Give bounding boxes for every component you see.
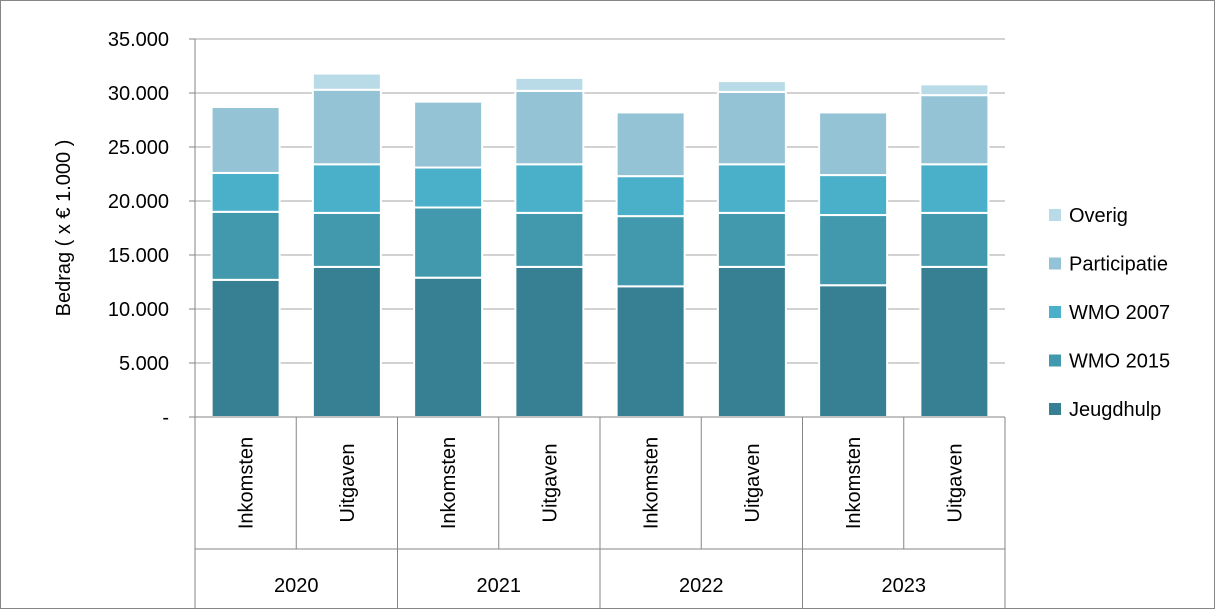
bar-segment: [514, 89, 585, 166]
x-category-label: Inkomsten: [438, 437, 460, 529]
bar-segment: [615, 215, 686, 288]
legend-label: Overig: [1069, 205, 1128, 227]
legend-label: WMO 2015: [1069, 351, 1170, 373]
bar-segment: [615, 285, 686, 418]
y-axis-label: Bedrag ( x € 1.000 ): [53, 140, 75, 317]
bar-segment: [615, 175, 686, 218]
y-tick-label: -: [162, 407, 169, 429]
bar-segment: [413, 206, 484, 279]
bar-segment: [311, 211, 382, 268]
x-group-label: 2022: [679, 575, 724, 597]
legend-swatch: [1049, 209, 1061, 221]
x-category-label: Uitgaven: [337, 444, 359, 523]
bar-segment: [716, 80, 787, 93]
x-group-label: 2020: [274, 575, 319, 597]
bar-segment: [919, 83, 990, 97]
legend-label: WMO 2007: [1069, 302, 1170, 324]
bar-segment: [716, 90, 787, 166]
x-group-label: 2023: [882, 575, 927, 597]
bar-segment: [716, 211, 787, 268]
legend-swatch: [1049, 354, 1061, 367]
bar-segment: [818, 174, 889, 217]
bar-segment: [311, 265, 382, 418]
x-group-label: 2021: [477, 575, 522, 597]
bar-segment: [210, 106, 281, 174]
bar-segment: [615, 111, 686, 178]
bar-stacks: [210, 72, 990, 418]
bar-segment: [210, 171, 281, 213]
legend: Overig Participatie WMO 2007 WMO 2015 Jeugdh…: [1049, 205, 1170, 421]
y-tick-label: 35.000: [108, 29, 169, 51]
legend-swatch: [1049, 403, 1061, 415]
y-tick-label: 5.000: [119, 353, 169, 375]
x-category-label: Uitgaven: [742, 444, 764, 523]
bar-segment: [716, 163, 787, 214]
bar-segment: [919, 94, 990, 166]
legend-label: Participatie: [1069, 254, 1168, 276]
legend-label: Jeugdhulp: [1069, 399, 1161, 421]
bar-segment: [413, 100, 484, 169]
y-tick-label: 20.000: [108, 191, 169, 213]
y-tick-label: 30.000: [108, 83, 169, 105]
bar-segment: [210, 278, 281, 418]
bar-segment: [514, 76, 585, 92]
x-category-labels: Inkomsten Uitgaven Inkomsten Uitgaven Inkoms…: [236, 437, 967, 597]
x-category-label: Uitgaven: [944, 444, 966, 523]
x-category-label: Inkomsten: [641, 437, 663, 529]
bar-segment: [818, 111, 889, 177]
x-category-label: Inkomsten: [236, 437, 258, 529]
bar-segment: [514, 265, 585, 418]
y-tick-labels: - 5.000 10.000 15.000 20.000 25.000 30.000 35.0…: [108, 29, 169, 429]
y-tick-label: 10.000: [108, 299, 169, 321]
x-category-label: Inkomsten: [843, 437, 865, 529]
y-tick-label: 15.000: [108, 245, 169, 267]
bar-segment: [919, 211, 990, 268]
y-tick-label: 25.000: [108, 137, 169, 159]
legend-swatch: [1049, 257, 1061, 270]
bar-segment: [514, 211, 585, 268]
legend-swatch: [1049, 306, 1061, 318]
bar-segment: [311, 88, 382, 166]
axes: [189, 38, 1006, 608]
bar-segment: [919, 265, 990, 418]
x-category-label: Uitgaven: [539, 444, 561, 523]
bar-segment: [716, 265, 787, 418]
bar-segment: [818, 214, 889, 287]
bar-segment: [311, 72, 382, 91]
bar-segment: [413, 166, 484, 209]
bar-segment: [818, 284, 889, 418]
bar-segment: [514, 163, 585, 214]
bar-segment: [210, 210, 281, 281]
bar-segment: [413, 276, 484, 418]
bar-segment: [311, 163, 382, 214]
bar-segment: [919, 163, 990, 214]
